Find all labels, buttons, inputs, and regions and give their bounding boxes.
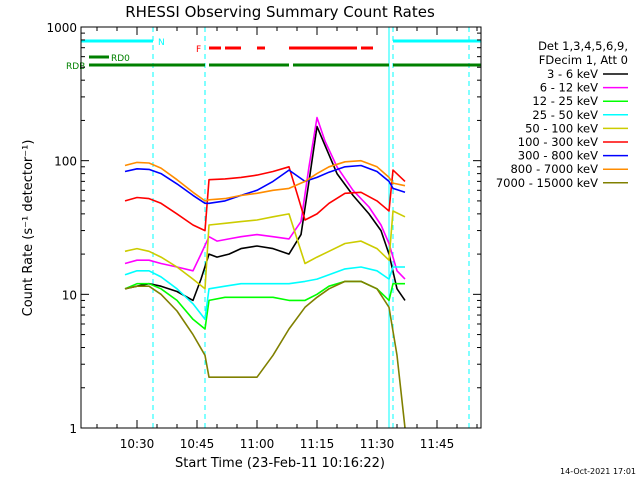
series-line-5 <box>124 166 406 232</box>
series-line-7 <box>124 159 406 202</box>
plot-frame <box>80 26 482 429</box>
legend-header-decimation: FDecim 1, Att 0 <box>539 53 628 67</box>
series-line-4 <box>124 210 406 290</box>
flag-label-rd0: RD0 <box>111 54 130 64</box>
series-line-8 <box>124 280 406 429</box>
flag-label-night: N <box>158 38 165 48</box>
y-tick-label: 1000 <box>46 21 77 35</box>
legend-entry-label: 300 - 800 keV <box>518 149 598 163</box>
x-tick-label: 11:00 <box>240 437 275 451</box>
legend-entry-label: 12 - 25 keV <box>532 94 598 108</box>
series-line-1 <box>124 116 406 280</box>
axes: 10:30 10:45 11:00 11:15 11:30 11:45 1 10 100 1000 <box>46 21 481 451</box>
series-line-3 <box>124 266 405 321</box>
legend-entry-label: 25 - 50 keV <box>532 108 598 122</box>
flag-label-rdb: RDB <box>66 62 85 72</box>
chart-title: RHESSI Observing Summary Count Rates <box>125 3 435 21</box>
flag-label-flare: F <box>196 45 201 55</box>
x-tick-label: 10:45 <box>180 437 215 451</box>
y-tick-label: 1 <box>69 422 77 436</box>
series-lines <box>124 116 406 429</box>
legend-header-detectors: Det 1,3,4,5,6,9, <box>538 39 628 53</box>
y-tick-label: 100 <box>54 155 77 169</box>
x-tick-label: 10:30 <box>120 437 155 451</box>
legend: Det 1,3,4,5,6,9, FDecim 1, Att 0 3 - 6 k… <box>496 39 628 190</box>
legend-entry-label: 800 - 7000 keV <box>510 162 598 176</box>
series-line-6 <box>124 164 406 205</box>
series-line-0 <box>124 125 406 302</box>
x-tick-label: 11:45 <box>420 437 455 451</box>
y-axis-label: Count Rate (s⁻¹ detector⁻¹) <box>21 140 36 317</box>
legend-entry-label: 100 - 300 keV <box>518 135 598 149</box>
y-tick-label: 10 <box>62 288 77 302</box>
legend-entry-label: 7000 - 15000 keV <box>496 176 598 190</box>
legend-entry-label: 6 - 12 keV <box>540 81 598 95</box>
x-tick-label: 11:15 <box>300 437 335 451</box>
plot-area <box>80 27 470 428</box>
x-axis-label: Start Time (23-Feb-11 10:16:22) <box>175 456 385 471</box>
legend-entry-label: 50 - 100 keV <box>525 121 598 135</box>
x-tick-label: 11:30 <box>360 437 395 451</box>
observing-flags: N F RD0 RDB <box>66 38 481 72</box>
legend-entry-label: 3 - 6 keV <box>547 67 598 81</box>
date-stamp: 14-Oct-2021 17:01 <box>560 467 636 476</box>
